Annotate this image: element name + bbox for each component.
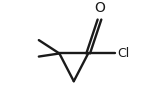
Text: O: O xyxy=(94,1,105,15)
Text: Cl: Cl xyxy=(117,47,129,60)
